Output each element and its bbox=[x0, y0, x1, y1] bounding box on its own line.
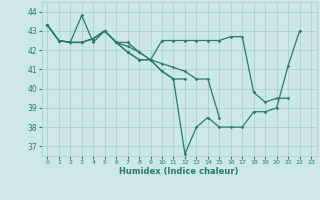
X-axis label: Humidex (Indice chaleur): Humidex (Indice chaleur) bbox=[119, 167, 239, 176]
